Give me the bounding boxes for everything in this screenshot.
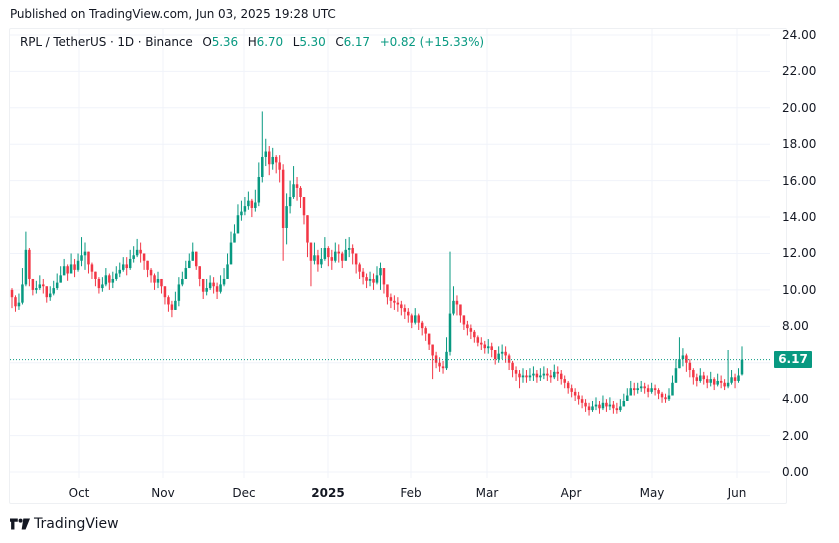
open-value: 5.36 [211, 35, 239, 49]
price-axis-label: 18.00 [782, 137, 817, 152]
price-axis-label: 8.00 [782, 319, 809, 334]
time-axis-label: Feb [400, 486, 422, 500]
price-axis-label: 22.00 [782, 64, 817, 79]
close-label: C [335, 35, 344, 49]
time-axis-label: Apr [560, 486, 582, 500]
time-axis-label: Dec [232, 486, 256, 500]
low-label: L [292, 35, 300, 49]
low-value: 5.30 [299, 35, 326, 49]
brand-name: TradingView [34, 516, 119, 532]
price-axis-label: 0.00 [782, 465, 809, 479]
symbol-legend: RPL / TetherUS · 1D · Binance O5.36 H6.7… [20, 35, 484, 49]
high-label: H [247, 35, 257, 49]
price-axis-label: 14.00 [782, 210, 817, 225]
high-value: 6.70 [256, 35, 283, 49]
time-axis-label: Nov [151, 486, 175, 500]
time-axis-label: May [639, 486, 665, 500]
time-axis-label: Mar [475, 486, 499, 500]
price-axis-label: 4.00 [782, 392, 809, 407]
time-axis-label: Jun [727, 486, 747, 500]
open-label: O [202, 35, 212, 49]
tradingview-logo-icon [10, 518, 30, 530]
close-value: 6.17 [343, 35, 370, 49]
price-axis-label: 12.00 [782, 246, 817, 261]
change-value: +0.82 (+15.33%) [379, 35, 484, 49]
price-axis-label: 24.00 [782, 27, 817, 42]
symbol-title[interactable]: RPL / TetherUS · 1D · Binance [20, 35, 193, 49]
time-axis-label: Oct [68, 486, 90, 500]
price-axis-label: 10.00 [782, 282, 817, 297]
last-price-tag: 6.17 [774, 351, 812, 369]
price-axis-label: 20.00 [782, 100, 817, 115]
price-axis-label: 16.00 [782, 173, 817, 188]
time-axis-label: 2025 [311, 486, 345, 500]
footer-brand: TradingView [10, 516, 119, 532]
published-caption: Published on TradingView.com, Jun 03, 20… [10, 7, 336, 21]
price-axis-label: 2.00 [782, 428, 809, 443]
